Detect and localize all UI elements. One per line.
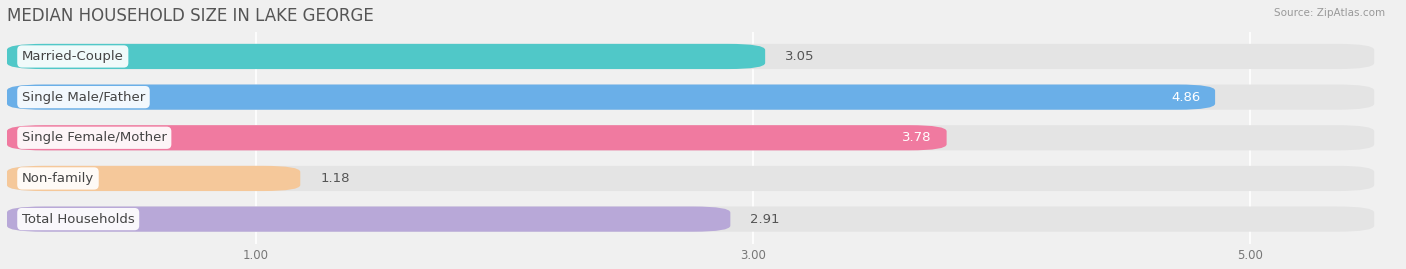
Text: 4.86: 4.86	[1171, 91, 1201, 104]
Text: Source: ZipAtlas.com: Source: ZipAtlas.com	[1274, 8, 1385, 18]
Text: 3.05: 3.05	[785, 50, 814, 63]
FancyBboxPatch shape	[7, 207, 730, 232]
FancyBboxPatch shape	[7, 44, 1374, 69]
Text: Total Households: Total Households	[22, 213, 135, 226]
Text: Single Male/Father: Single Male/Father	[22, 91, 145, 104]
FancyBboxPatch shape	[7, 125, 946, 150]
FancyBboxPatch shape	[7, 84, 1374, 110]
Text: Non-family: Non-family	[22, 172, 94, 185]
Text: 3.78: 3.78	[903, 131, 932, 144]
Text: Single Female/Mother: Single Female/Mother	[22, 131, 167, 144]
FancyBboxPatch shape	[7, 166, 1374, 191]
FancyBboxPatch shape	[7, 44, 765, 69]
FancyBboxPatch shape	[7, 207, 1374, 232]
FancyBboxPatch shape	[7, 125, 1374, 150]
FancyBboxPatch shape	[7, 84, 1215, 110]
Text: 2.91: 2.91	[751, 213, 780, 226]
Text: 1.18: 1.18	[321, 172, 350, 185]
Text: Married-Couple: Married-Couple	[22, 50, 124, 63]
Text: MEDIAN HOUSEHOLD SIZE IN LAKE GEORGE: MEDIAN HOUSEHOLD SIZE IN LAKE GEORGE	[7, 7, 374, 25]
FancyBboxPatch shape	[7, 166, 301, 191]
